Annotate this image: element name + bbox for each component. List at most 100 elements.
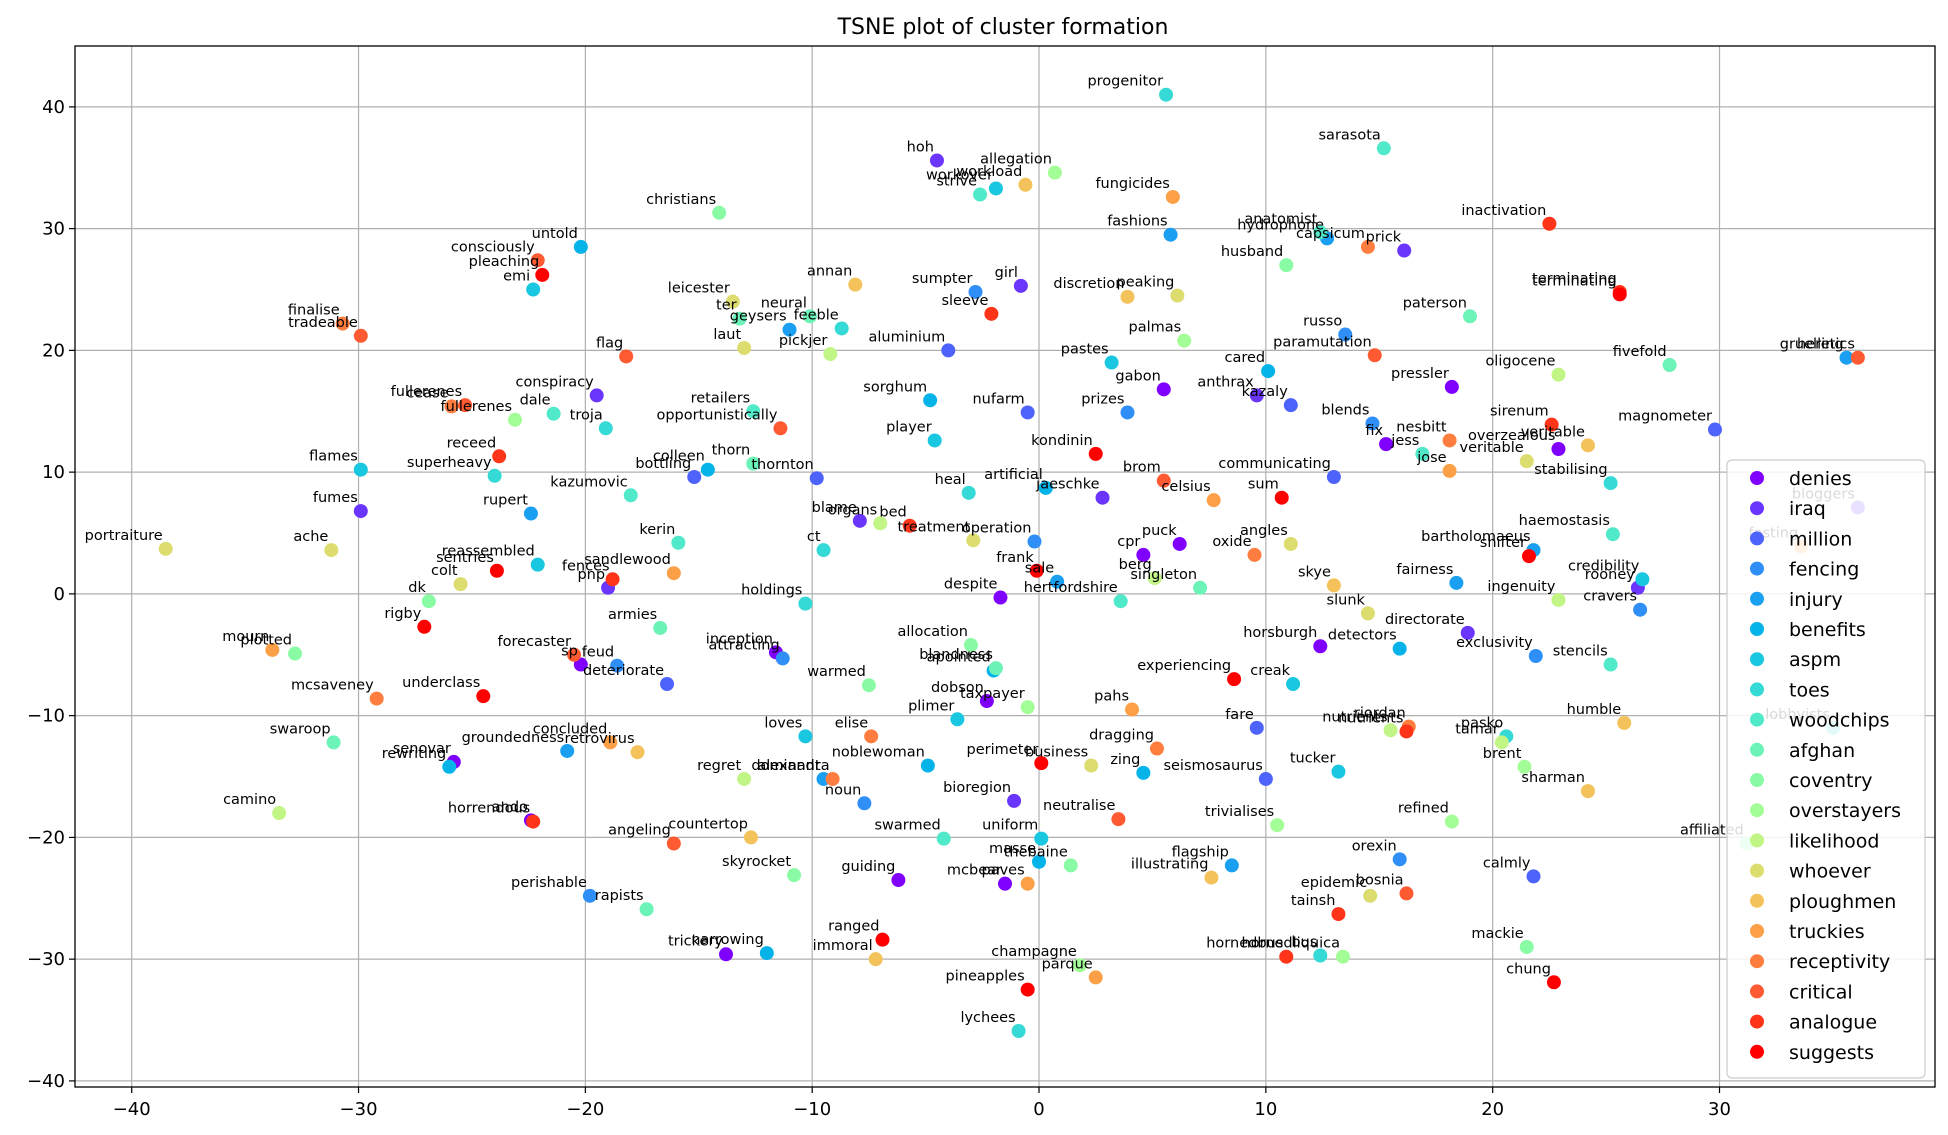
scatter-point: [487, 468, 502, 483]
point-label: terminating: [1532, 273, 1617, 289]
scatter-point: [1072, 958, 1087, 973]
y-tick-label: 20: [42, 340, 65, 361]
scatter-point: [582, 888, 597, 903]
scatter-point: [1528, 648, 1543, 663]
scatter-point: [700, 462, 715, 477]
scatter-point: [1261, 364, 1276, 379]
legend-label: woodchips: [1789, 710, 1890, 732]
scatter-point: [719, 947, 733, 962]
scatter-point: [1376, 141, 1391, 156]
point-label: communicating: [1218, 456, 1330, 472]
scatter-point: [1029, 563, 1044, 578]
scatter-point: [535, 267, 550, 282]
scatter-point: [598, 421, 613, 436]
legend-marker: [1750, 863, 1764, 878]
point-label: heretics: [1797, 337, 1855, 353]
point-label: concluded: [533, 721, 608, 737]
point-label: orexin: [1352, 838, 1397, 854]
scatter-point: [864, 729, 879, 744]
scatter-point: [773, 421, 788, 436]
x-tick-label: 20: [1481, 1099, 1504, 1120]
point-label: sentries: [436, 550, 494, 566]
point-label: cease: [406, 385, 448, 401]
scatter-point: [353, 462, 368, 477]
point-label: haemostasis: [1519, 513, 1610, 529]
legend-marker: [1750, 893, 1764, 908]
legend-marker: [1750, 1044, 1764, 1059]
point-label: superheavy: [407, 455, 492, 471]
scatter-point: [927, 433, 942, 448]
scatter-point: [861, 678, 876, 693]
scatter-point: [968, 284, 983, 299]
point-label: ter: [716, 298, 737, 314]
point-label: parque: [1042, 956, 1093, 972]
point-label: tucker: [1290, 751, 1336, 767]
point-label: overzealous: [1468, 428, 1555, 444]
scatter-point: [984, 306, 999, 321]
scatter-point: [1526, 869, 1541, 884]
scatter-point: [1335, 949, 1350, 964]
point-label: flagship: [1172, 844, 1229, 860]
point-label: trickery: [668, 933, 723, 949]
point-label: heal: [935, 472, 966, 488]
point-label: frank: [996, 550, 1034, 566]
point-label: brom: [1123, 460, 1161, 476]
point-label: fairness: [1396, 562, 1453, 578]
point-label: ct: [807, 529, 821, 545]
point-label: attracting: [709, 637, 780, 653]
scatter-point: [1662, 357, 1677, 372]
scatter-point: [1279, 258, 1294, 273]
scatter-point: [1365, 416, 1380, 431]
scatter-point: [1551, 442, 1566, 457]
point-label: uniform: [982, 818, 1038, 834]
scatter-point: [1397, 243, 1412, 258]
legend-label: overstayers: [1789, 800, 1901, 822]
scatter-point: [920, 758, 935, 773]
scatter-point: [610, 658, 625, 673]
legend-marker: [1750, 652, 1764, 667]
legend-marker: [1750, 712, 1764, 727]
scatter-point: [1050, 574, 1065, 589]
scatter-point: [605, 572, 620, 587]
point-label: directorate: [1385, 612, 1465, 628]
scatter-point: [1279, 949, 1294, 964]
legend-label: million: [1789, 528, 1852, 550]
legend-marker: [1750, 682, 1764, 697]
scatter-point: [1283, 398, 1298, 413]
grid-lines: [75, 46, 1935, 1087]
legend-label: analogue: [1789, 1012, 1877, 1034]
point-label: epidemic: [1301, 875, 1367, 891]
point-label: mourn: [222, 629, 269, 645]
point-label: treatment: [897, 519, 970, 535]
point-label: kondinin: [1031, 433, 1093, 449]
point-label: retrovirus: [564, 731, 634, 747]
point-label: cravers: [1583, 589, 1637, 605]
axis-ticks: −40 −30 −20 −10 0 10 20 30 −40 −30 −20 −10 0 10 20 30 40: [27, 97, 1731, 1120]
scatter-point: [1136, 765, 1151, 780]
scatter-point: [265, 642, 280, 657]
point-label: camino: [223, 792, 276, 808]
chart-title: TSNE plot of cluster formation: [837, 15, 1169, 40]
point-label: trivialises: [1205, 804, 1274, 820]
scatter-point: [560, 743, 575, 758]
point-label: nutrients: [1322, 709, 1387, 725]
point-label: ranged: [828, 919, 879, 935]
scatter-point: [746, 456, 761, 471]
point-label: sale: [1025, 561, 1054, 577]
point-label: horrendous: [448, 801, 530, 817]
scatter-point: [902, 518, 917, 533]
point-label: reassembled: [442, 544, 535, 560]
point-label: dale: [520, 393, 551, 409]
scatter-point: [1635, 572, 1650, 587]
point-label: sarasota: [1319, 127, 1381, 143]
scatter-point: [1034, 831, 1049, 846]
scatter-point: [1449, 575, 1464, 590]
legend-label: fencing: [1789, 559, 1859, 581]
point-label: holdings: [741, 583, 802, 599]
scatter-point: [1249, 388, 1264, 403]
point-label: hornedliquica: [1242, 936, 1340, 952]
scatter-point: [950, 712, 965, 727]
point-label: jess: [1390, 433, 1419, 449]
legend-label: afghan: [1789, 740, 1855, 762]
scatter-point: [782, 322, 797, 337]
